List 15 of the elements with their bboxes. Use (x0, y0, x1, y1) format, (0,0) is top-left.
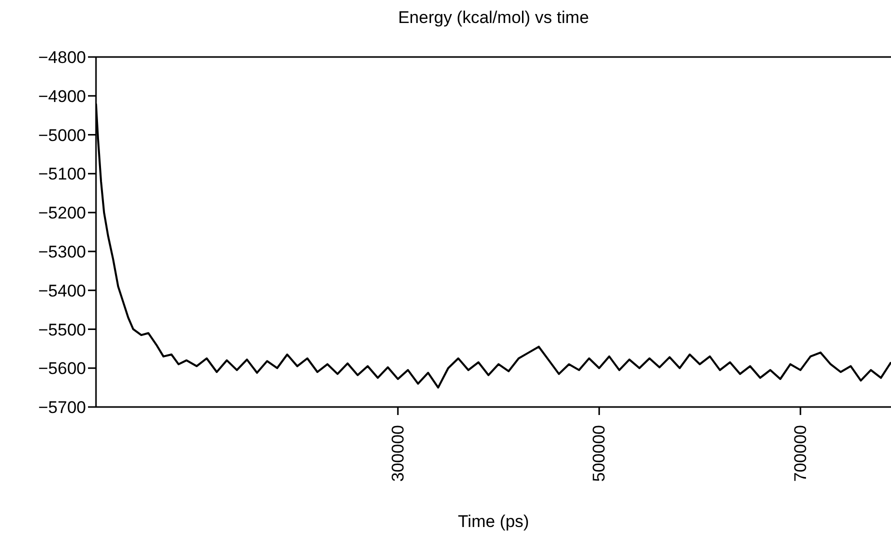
x-axis-title: Time (ps) (458, 512, 530, 531)
y-tick-label: −5400 (38, 281, 86, 300)
y-tick-label: −5700 (38, 398, 86, 418)
y-tick-label: −5100 (38, 164, 86, 184)
y-tick-label: −4800 (38, 48, 86, 68)
y-tick-label: −5000 (38, 126, 86, 145)
x-tick-label: 500000 (590, 425, 609, 482)
x-tick-label: 700000 (790, 425, 810, 482)
y-tick-label: −5300 (38, 242, 86, 262)
x-tick-label: 300000 (388, 425, 408, 482)
chart-title: Energy (kcal/mol) vs time (397, 8, 590, 28)
y-tick-label: −5600 (38, 359, 86, 378)
y-tick-label: −4900 (38, 86, 86, 106)
y-tick-label: −5200 (38, 204, 86, 223)
y-tick-label: −5500 (38, 320, 86, 340)
